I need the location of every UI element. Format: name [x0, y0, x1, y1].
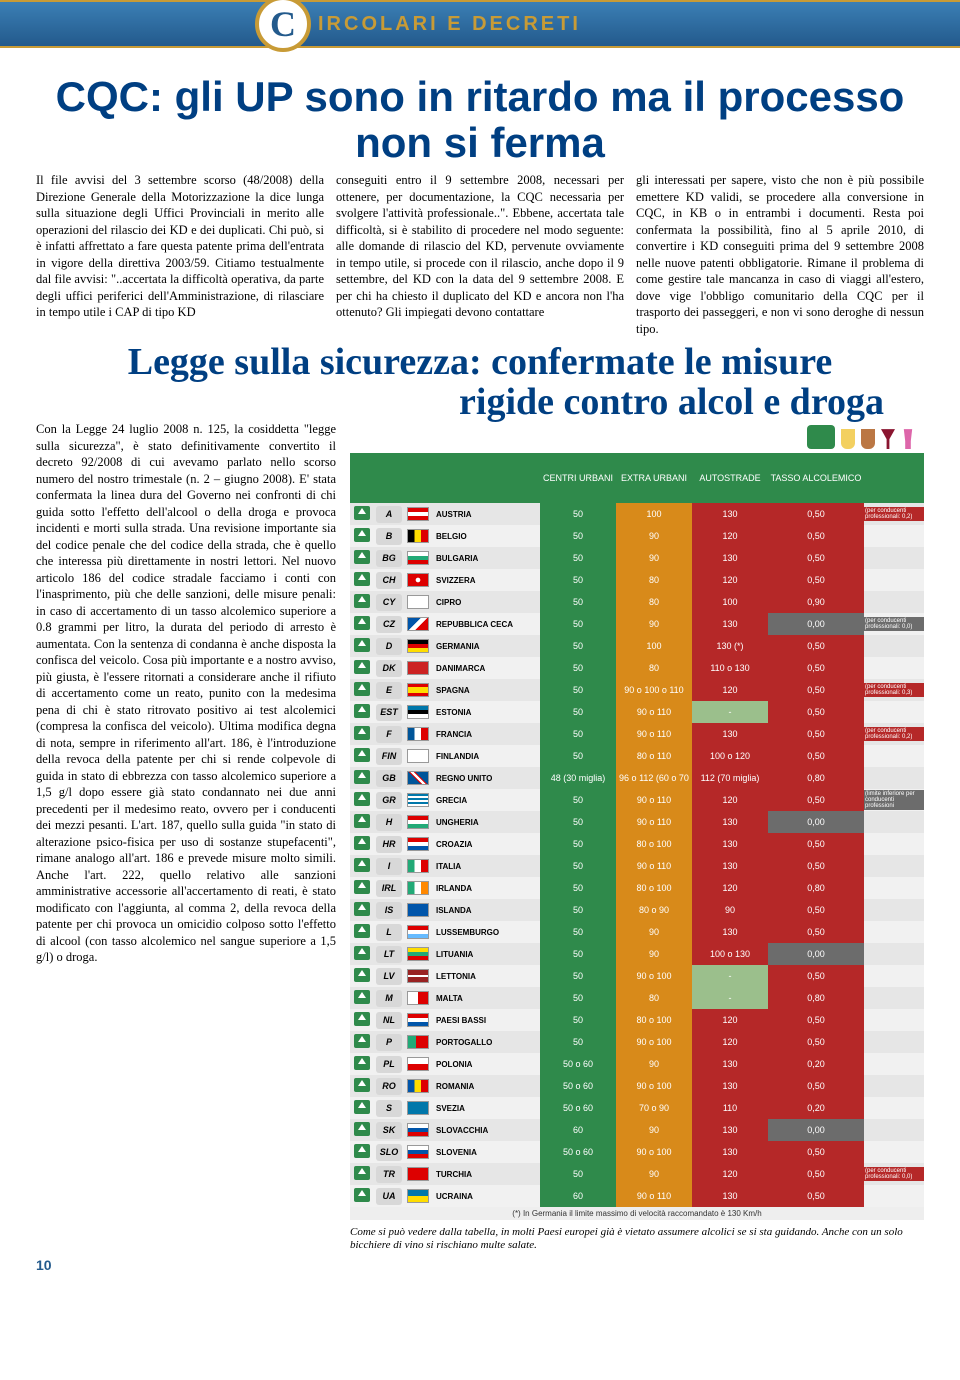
- article2-body: Con la Legge 24 luglio 2008 n. 125, la c…: [36, 421, 336, 1252]
- table-row: MMALTA5080-0,80: [350, 987, 924, 1009]
- table-row: SLOSLOVENIA50 o 6090 o 1001300,50: [350, 1141, 924, 1163]
- article1-col2: conseguiti entro il 9 settembre 2008, ne…: [336, 172, 624, 337]
- table-row: ISISLANDA5080 o 90900,50: [350, 899, 924, 921]
- table-row: CYCIPRO50801000,90: [350, 591, 924, 613]
- table-row: ESTESTONIA5090 o 110-0,50: [350, 701, 924, 723]
- table-row: FFRANCIA5090 o 1101300,50(per conducenti…: [350, 723, 924, 745]
- header-logo: C: [255, 0, 311, 52]
- table-row: CHSVIZZERA50801200,50: [350, 569, 924, 591]
- page-content: CQC: gli UP sono in ritardo ma il proces…: [0, 48, 960, 1291]
- table-row: IRLIRLANDA5080 o 1001200,80: [350, 877, 924, 899]
- table-row: GBREGNO UNITO48 (30 miglia)96 o 112 (60 …: [350, 767, 924, 789]
- speed-limit-table: CENTRI URBANI EXTRA URBANI AUTOSTRADE TA…: [350, 421, 924, 1252]
- table-row: LVLETTONIA5090 o 100-0,50: [350, 965, 924, 987]
- table-row: DGERMANIA50100130 (*)0,50: [350, 635, 924, 657]
- table-row: ESPAGNA5090 o 100 o 1101200,50(per condu…: [350, 679, 924, 701]
- table-row: IITALIA5090 o 1101300,50: [350, 855, 924, 877]
- header-tagline: IRCOLARI E DECRETI: [318, 13, 581, 36]
- table-row: HRCROAZIA5080 o 1001300,50: [350, 833, 924, 855]
- table-row: CZREPUBBLICA CECA50901300,00(per conduce…: [350, 613, 924, 635]
- page-number: 10: [36, 1257, 924, 1273]
- table-row: GRGRECIA5090 o 1101200,50(limite inferio…: [350, 789, 924, 811]
- article2-title: Legge sulla sicurezza: confermate le mis…: [36, 343, 924, 423]
- article1-col1: Il file avvisi del 3 settembre scorso (4…: [36, 172, 324, 337]
- drinks-icons: [350, 421, 924, 453]
- article1-col3: gli interessati per sapere, visto che no…: [636, 172, 924, 337]
- header-bar: C IRCOLARI E DECRETI: [0, 0, 960, 48]
- article1-columns: Il file avvisi del 3 settembre scorso (4…: [36, 172, 924, 337]
- table-row: DKDANIMARCA5080110 o 1300,50: [350, 657, 924, 679]
- table-row: UAUCRAINA6090 o 1101300,50: [350, 1185, 924, 1207]
- table-row: BBELGIO50901200,50: [350, 525, 924, 547]
- table-row: LTLITUANIA5090100 o 1300,00: [350, 943, 924, 965]
- table-row: SSVEZIA50 o 6070 o 901100,20: [350, 1097, 924, 1119]
- table-row: PLPOLONIA50 o 60901300,20: [350, 1053, 924, 1075]
- table-row: ROROMANIA50 o 6090 o 1001300,50: [350, 1075, 924, 1097]
- table-row: TRTURCHIA50901200,50(per conducenti prof…: [350, 1163, 924, 1185]
- table-footnote: (*) In Germania il limite massimo di vel…: [350, 1207, 924, 1220]
- table-row: FINFINLANDIA5080 o 110100 o 1200,50: [350, 745, 924, 767]
- table-header: CENTRI URBANI EXTRA URBANI AUTOSTRADE TA…: [350, 453, 924, 503]
- table-caption: Come si può vedere dalla tabella, in mol…: [350, 1226, 924, 1252]
- table-row: LLUSSEMBURGO50901300,50: [350, 921, 924, 943]
- article1-title: CQC: gli UP sono in ritardo ma il proces…: [36, 74, 924, 166]
- table-row: SKSLOVACCHIA60901300,00: [350, 1119, 924, 1141]
- table-row: NLPAESI BASSI5080 o 1001200,50: [350, 1009, 924, 1031]
- table-row: BGBULGARIA50901300,50: [350, 547, 924, 569]
- table-row: HUNGHERIA5090 o 1101300,00: [350, 811, 924, 833]
- table-body: AAUSTRIA501001300,50(per conducenti prof…: [350, 503, 924, 1207]
- table-row: AAUSTRIA501001300,50(per conducenti prof…: [350, 503, 924, 525]
- table-row: PPORTOGALLO5090 o 1001200,50: [350, 1031, 924, 1053]
